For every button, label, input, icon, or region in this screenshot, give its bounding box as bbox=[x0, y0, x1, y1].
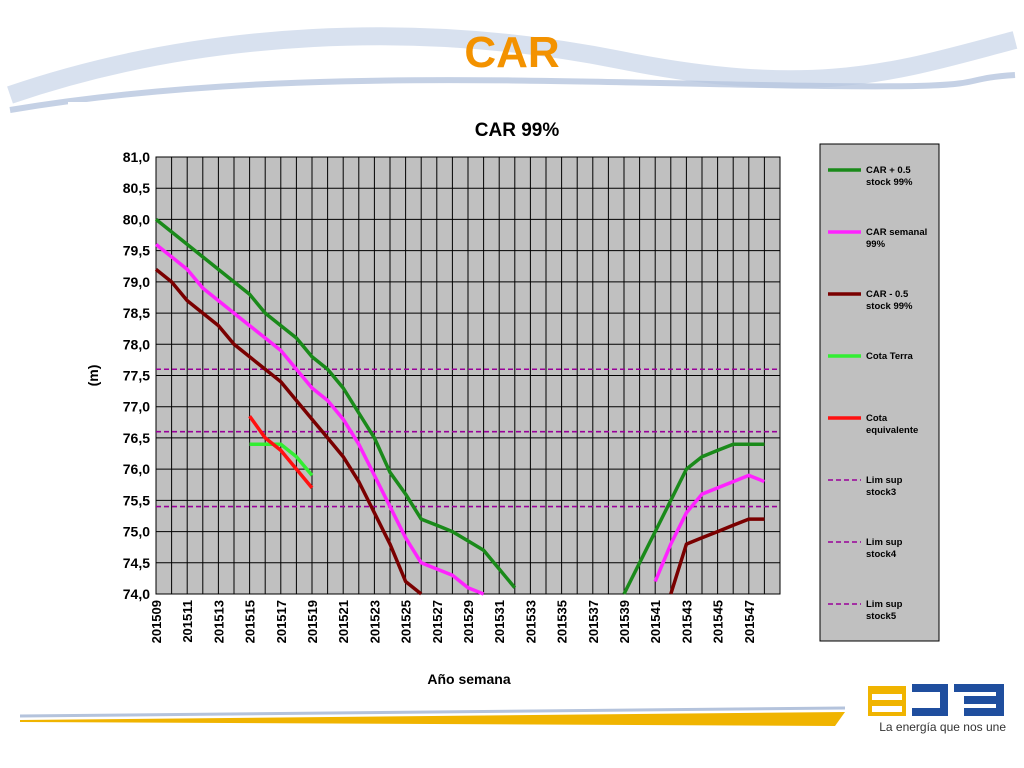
x-tick-label: 201517 bbox=[274, 600, 289, 643]
x-tick-label: 201511 bbox=[180, 600, 195, 643]
slide-title: CAR bbox=[464, 28, 560, 77]
legend-label-cota-terra: Cota Terra bbox=[866, 351, 914, 362]
x-tick-label: 201513 bbox=[211, 600, 226, 643]
y-tick-label: 79,5 bbox=[123, 243, 150, 259]
y-tick-label: 80,5 bbox=[123, 180, 150, 196]
x-tick-label: 201523 bbox=[367, 600, 382, 643]
series-lines bbox=[154, 218, 766, 596]
y-tick-label: 78,0 bbox=[123, 336, 150, 352]
series-cota-equivalente bbox=[248, 415, 314, 490]
x-tick-label: 201533 bbox=[523, 600, 538, 643]
x-tick-label: 201525 bbox=[399, 600, 414, 643]
y-tick-label: 76,5 bbox=[123, 430, 150, 446]
x-tick-label: 201535 bbox=[555, 600, 570, 643]
company-tagline: La energía que nos une bbox=[879, 720, 1006, 734]
x-tick-label: 201527 bbox=[430, 600, 445, 643]
series-car-semanal-99 bbox=[653, 473, 766, 583]
y-tick-label: 74,0 bbox=[123, 586, 150, 602]
legend-label-car-semanal-99: CAR semanal 99% bbox=[866, 227, 927, 250]
x-tick-label: 201541 bbox=[648, 600, 663, 643]
x-tick-label: 201547 bbox=[742, 600, 757, 643]
x-tick-label: 201521 bbox=[336, 600, 351, 643]
gridlines bbox=[155, 156, 781, 595]
series-car-0-5-stock-99 bbox=[669, 517, 765, 595]
company-logo bbox=[868, 684, 1004, 716]
x-tick-label: 201539 bbox=[617, 600, 632, 643]
series-car-0-5-stock-99 bbox=[622, 442, 765, 595]
y-tick-label: 74,5 bbox=[123, 555, 150, 571]
series-car-semanal-99 bbox=[154, 243, 485, 596]
chart-title: CAR 99% bbox=[475, 120, 560, 141]
x-tick-label: 201543 bbox=[679, 600, 694, 643]
legend-label-lim-sup-stock4: Lim sup stock4 bbox=[866, 537, 903, 560]
series-car-0-5-stock-99 bbox=[154, 218, 517, 589]
legend-label-car-0-5-stock-99: CAR + 0.5 stock 99% bbox=[866, 165, 913, 188]
x-axis-label: Año semana bbox=[427, 671, 510, 687]
y-axis-label: (m) bbox=[85, 365, 101, 387]
legend-box bbox=[819, 143, 940, 642]
x-tick-label: 201529 bbox=[461, 600, 476, 643]
y-tick-label: 75,0 bbox=[123, 524, 150, 540]
x-tick-label: 201537 bbox=[586, 600, 601, 643]
y-tick-labels: 74,0 74,5 75,0 75,5 76,0 76,5 77,0 77,5 78,0 78,5… bbox=[123, 149, 150, 602]
x-tick-label: 201509 bbox=[149, 600, 164, 643]
series-car-0-5-stock-99 bbox=[154, 268, 423, 596]
series-cota-terra bbox=[249, 442, 314, 477]
legend-label-car-0-5-stock-99: CAR - 0.5 stock 99% bbox=[866, 289, 913, 312]
y-tick-label: 81,0 bbox=[123, 149, 150, 165]
y-tick-label: 80,0 bbox=[123, 211, 150, 227]
y-tick-label: 78,5 bbox=[123, 305, 150, 321]
x-tick-label: 201515 bbox=[243, 600, 258, 643]
y-tick-label: 76,0 bbox=[123, 461, 150, 477]
x-tick-labels: 201509 201511 201513 201515 201517 201519 2015… bbox=[149, 600, 757, 643]
legend-label-lim-sup-stock5: Lim sup stock5 bbox=[866, 599, 903, 622]
legend: CAR + 0.5 stock 99% CAR semanal 99% CAR - 0.… bbox=[819, 143, 940, 642]
y-tick-label: 77,5 bbox=[123, 368, 150, 384]
y-tick-label: 75,5 bbox=[123, 492, 150, 508]
y-tick-label: 79,0 bbox=[123, 274, 150, 290]
x-tick-label: 201531 bbox=[492, 600, 507, 643]
y-tick-label: 77,0 bbox=[123, 399, 150, 415]
x-tick-label: 201545 bbox=[711, 600, 726, 643]
x-tick-label: 201519 bbox=[305, 600, 320, 643]
legend-label-cota-equivalente: Cota equivalente bbox=[866, 413, 918, 436]
legend-label-lim-sup-stock3: Lim sup stock3 bbox=[866, 475, 903, 498]
